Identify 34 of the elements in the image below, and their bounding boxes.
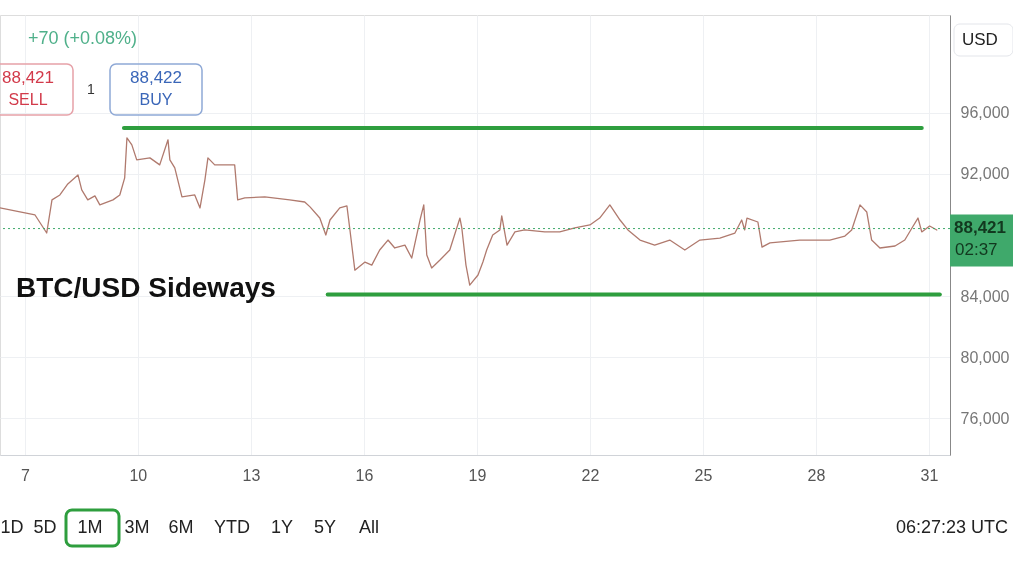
text: 1D: [0, 517, 24, 537]
text: 6M: [168, 517, 194, 537]
annotation: SELL: [8, 91, 48, 108]
text: All: [358, 517, 380, 537]
annotation: 88,421: [2, 68, 54, 87]
annotation: +70 (+0.08%): [28, 28, 138, 48]
x-tick-label: 19: [468, 466, 487, 484]
x-tick-label: 25: [694, 466, 713, 484]
text: 5Y: [313, 517, 337, 537]
text: 5D: [33, 517, 57, 537]
ref-line-label: 88,421: [954, 217, 1006, 237]
text: 1Y: [270, 517, 294, 537]
text: YTD: [214, 517, 250, 537]
x-tick-label: 28: [807, 466, 826, 484]
y-tick-label: 76,000: [960, 409, 1010, 427]
x-tick-label: 7: [20, 466, 30, 484]
text: 02:37: [955, 240, 998, 259]
text: 3M: [124, 517, 150, 537]
text: BTC/USD Sideways: [16, 272, 276, 303]
x-tick-label: 13: [242, 466, 261, 484]
x-tick-label: 31: [920, 466, 939, 484]
x-tick-label: 22: [581, 466, 600, 484]
annotation: BUY: [139, 91, 173, 108]
y-tick-label: 84,000: [960, 287, 1010, 305]
text: 1M: [77, 517, 103, 537]
y-axis-title: USD: [962, 30, 998, 49]
annotation: 88,422: [130, 68, 182, 87]
y-tick-label: 80,000: [960, 348, 1010, 366]
x-tick-label: 10: [129, 466, 148, 484]
annotation: 1: [87, 81, 96, 97]
x-tick-label: 16: [355, 466, 374, 484]
text: 06:27:23 UTC: [895, 517, 1008, 537]
y-tick-label: 92,000: [960, 165, 1010, 183]
y-tick-label: 96,000: [960, 104, 1010, 122]
